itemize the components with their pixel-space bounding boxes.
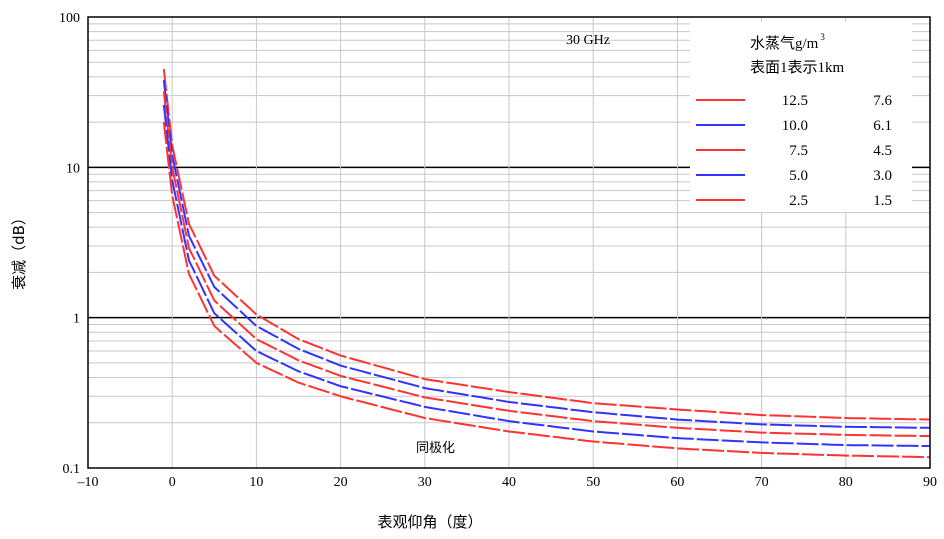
x-tick-label: 70 xyxy=(755,475,769,490)
legend-label-a: 7.5 xyxy=(789,143,808,159)
x-axis-title: 表观仰角（度） xyxy=(377,513,482,531)
x-tick-label: 0 xyxy=(169,475,176,490)
x-tick-label: 20 xyxy=(334,475,348,490)
x-tick-label: 40 xyxy=(502,475,516,490)
y-tick-label: 100 xyxy=(59,11,80,26)
x-tick-label: 60 xyxy=(670,475,684,490)
series-line-3 xyxy=(162,91,931,438)
y-tick-label: 0.1 xyxy=(63,462,81,477)
legend-label-b: 4.5 xyxy=(873,143,892,159)
legend-title-superscript: 3 xyxy=(820,32,825,42)
x-tick-label: 80 xyxy=(839,475,853,490)
y-axis-title: 衰减（dB） xyxy=(10,210,28,290)
y-tick-label: 1 xyxy=(73,312,80,327)
plot-frame xyxy=(87,16,931,469)
legend-label-a: 5.0 xyxy=(789,168,808,184)
legend-label-a: 10.0 xyxy=(782,118,808,134)
series-line-5 xyxy=(162,121,931,459)
series-line-4 xyxy=(162,104,930,447)
legend-label-b: 6.1 xyxy=(873,118,892,134)
legend-title: 水蒸气g/m 3 xyxy=(750,32,825,52)
y-tick-label: 10 xyxy=(66,161,80,176)
legend-label-a: 12.5 xyxy=(782,93,808,109)
legend: 水蒸气g/m 3 表面1表示1km 12.5 7.6 10.0 6.1 7.5 4.5 5.0… xyxy=(690,22,912,212)
x-tick-label: 30 xyxy=(418,475,432,490)
tick-labels: –10 0 10 20 30 40 50 60 70 80 90 0.1 1 10 100 xyxy=(59,11,937,490)
series-layer xyxy=(162,68,931,459)
legend-label-b: 7.6 xyxy=(873,93,892,109)
legend-label-b: 1.5 xyxy=(873,193,892,209)
legend-box xyxy=(690,22,912,212)
x-tick-label: 50 xyxy=(586,475,600,490)
legend-subtitle: 表面1表示1km xyxy=(750,59,845,76)
series-line-2 xyxy=(162,80,931,429)
annotation-label: 同极化 xyxy=(416,441,455,456)
legend-entries: 12.5 7.6 10.0 6.1 7.5 4.5 5.0 3.0 2.5 1.5 xyxy=(696,93,893,209)
frequency-label: 30 GHz xyxy=(566,33,610,48)
x-tick-label: 10 xyxy=(249,475,263,490)
x-tick-label: –10 xyxy=(77,475,99,490)
legend-label-b: 3.0 xyxy=(873,168,892,184)
x-tick-label: 90 xyxy=(923,475,937,490)
legend-label-a: 2.5 xyxy=(789,193,808,209)
series-line-1 xyxy=(162,68,931,421)
